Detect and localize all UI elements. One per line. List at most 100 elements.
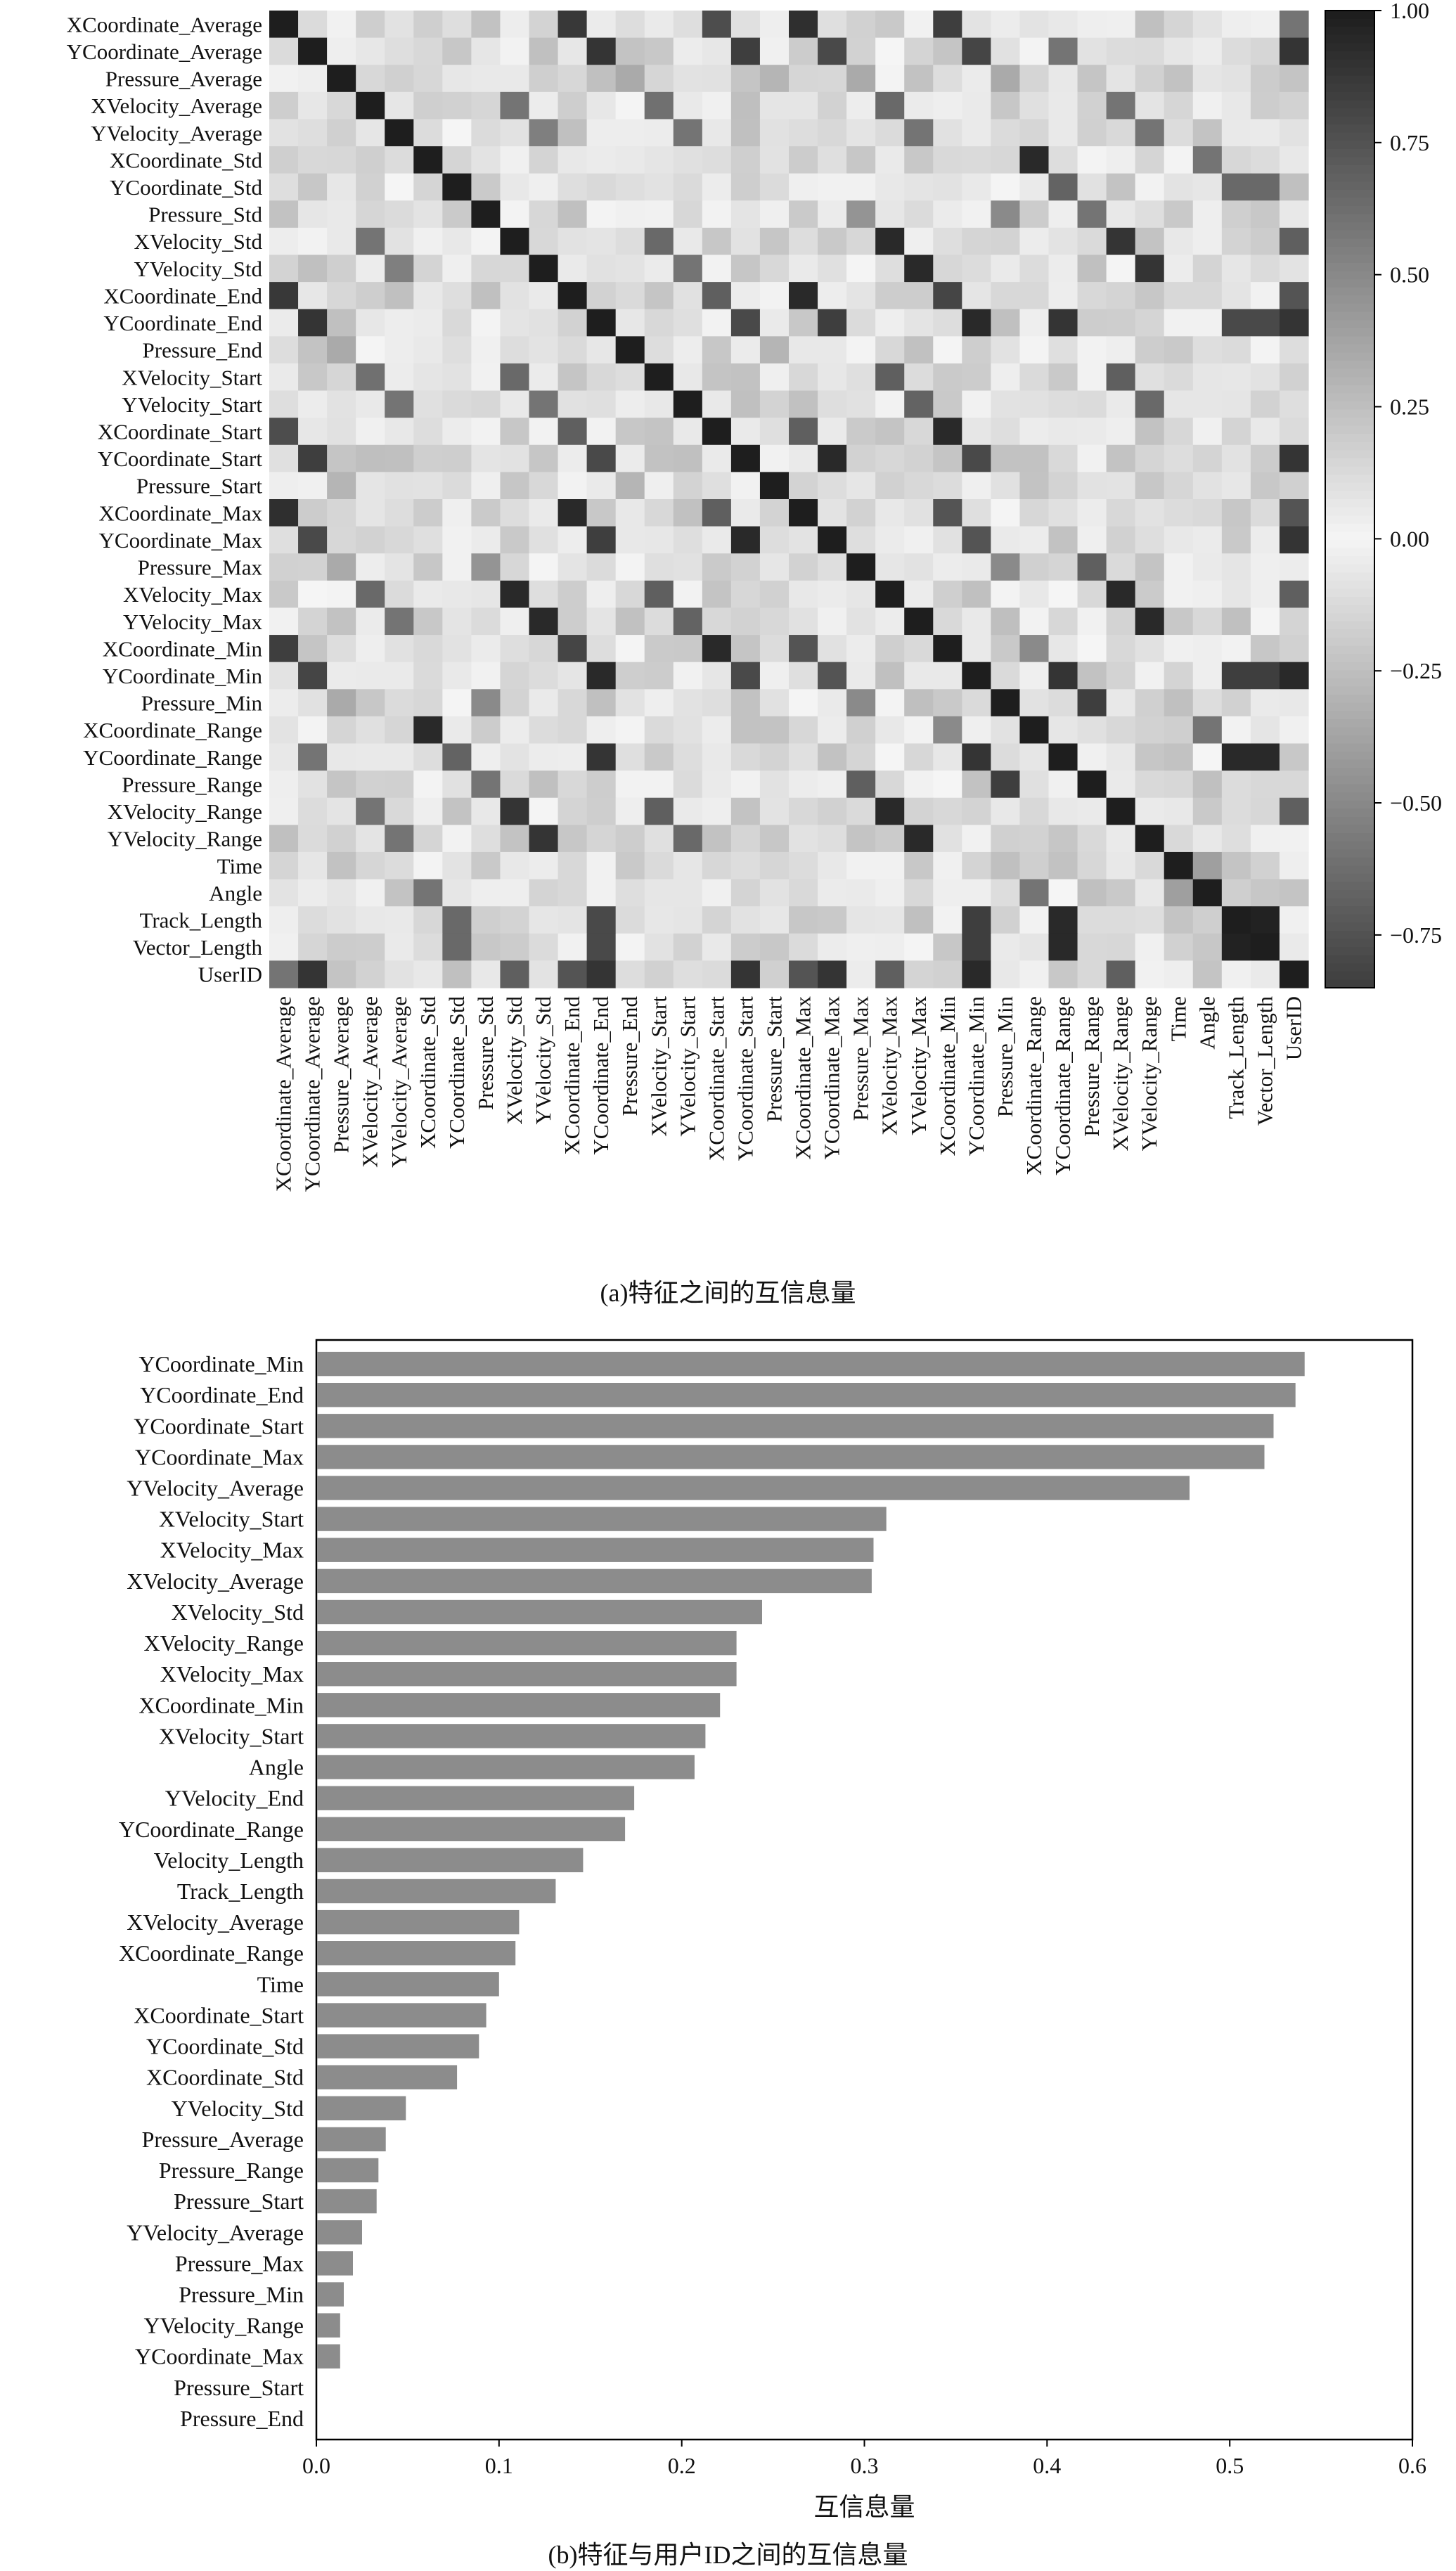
heatmap-ylabel: XVelocity_Std xyxy=(134,229,262,254)
heatmap-ylabel: YCoordinate_Max xyxy=(99,528,263,553)
heatmap-cell xyxy=(644,146,674,174)
heatmap-cell xyxy=(1221,444,1251,472)
heatmap-cell xyxy=(442,743,472,771)
heatmap-cell xyxy=(962,879,991,907)
heatmap-cell xyxy=(904,635,934,663)
heatmap-cell xyxy=(1019,526,1050,554)
heatmap-cell xyxy=(1164,37,1194,65)
bar-category-label: YCoordinate_Max xyxy=(135,1444,304,1469)
heatmap-cell xyxy=(385,526,414,554)
colorbar-segment xyxy=(1325,377,1374,386)
bar xyxy=(317,1817,626,1841)
heatmap-cell xyxy=(471,553,501,581)
x-tick-label: 0.4 xyxy=(1033,2453,1061,2478)
heatmap-cell xyxy=(586,716,617,745)
heatmap-cell xyxy=(1221,716,1251,745)
heatmap-cell xyxy=(789,37,818,65)
heatmap-cell xyxy=(471,91,501,120)
heatmap-cell xyxy=(558,689,588,717)
heatmap-cell xyxy=(789,797,818,825)
heatmap-cell xyxy=(1192,472,1223,500)
heatmap-cell xyxy=(789,119,818,147)
heatmap-cell xyxy=(644,363,674,392)
heatmap-cell xyxy=(471,933,501,961)
heatmap-cell xyxy=(356,444,385,472)
heatmap-cell xyxy=(558,662,588,690)
heatmap-cell xyxy=(673,662,703,690)
heatmap-cell xyxy=(1279,119,1309,147)
heatmap-cell xyxy=(933,336,962,364)
colorbar-segment xyxy=(1325,442,1374,451)
heatmap-cell xyxy=(702,254,732,283)
heatmap-cell xyxy=(1077,37,1107,65)
bar-category-label: YCoordinate_Min xyxy=(138,1351,304,1377)
colorbar-segment xyxy=(1325,148,1374,158)
heatmap-cell xyxy=(442,933,472,961)
heatmap-cell xyxy=(933,200,962,228)
heatmap-cell xyxy=(1221,879,1251,907)
heatmap-cell xyxy=(1135,146,1165,174)
bar-category-label: Track_Length xyxy=(177,1879,304,1904)
heatmap-cell xyxy=(1279,635,1309,663)
bar xyxy=(317,1662,737,1687)
heatmap-cell xyxy=(1192,851,1223,880)
heatmap-cell xyxy=(991,662,1021,690)
heatmap-cell xyxy=(1279,37,1309,65)
bar-category-label: Pressure_Average xyxy=(142,2127,304,2152)
heatmap-cell xyxy=(1279,743,1309,771)
heatmap-cell xyxy=(327,716,356,745)
heatmap-cell xyxy=(1106,119,1136,147)
x-axis-label: 互信息量 xyxy=(813,2493,915,2521)
colorbar-segment xyxy=(1325,588,1374,598)
heatmap-cell xyxy=(702,146,732,174)
heatmap-cell xyxy=(1164,499,1194,527)
heatmap-cell xyxy=(615,363,645,392)
heatmap-xlabel: Vector_Length xyxy=(1252,996,1277,1126)
heatmap-cell xyxy=(1250,635,1280,663)
heatmap-cell xyxy=(269,851,299,880)
colorbar-tick-label: −0.50 xyxy=(1390,790,1442,816)
heatmap-cell xyxy=(558,282,588,310)
heatmap-cell xyxy=(500,879,530,907)
heatmap-cell xyxy=(1077,146,1107,174)
heatmap-cell xyxy=(1019,227,1050,256)
bar xyxy=(317,2003,487,2028)
colorbar-segment xyxy=(1325,401,1374,411)
heatmap-cell xyxy=(673,200,703,228)
heatmap-cell xyxy=(413,825,443,853)
heatmap-cell xyxy=(413,418,443,446)
heatmap-xlabel: Angle xyxy=(1194,996,1219,1050)
heatmap-cell xyxy=(1192,960,1223,988)
heatmap-cell xyxy=(471,662,501,690)
heatmap-cell xyxy=(558,825,588,853)
heatmap-cell xyxy=(1192,797,1223,825)
heatmap-cell xyxy=(962,390,991,418)
heatmap-cell xyxy=(1077,309,1107,337)
heatmap-cell xyxy=(1221,363,1251,392)
colorbar-segment xyxy=(1325,939,1374,948)
heatmap-cell xyxy=(818,607,847,636)
heatmap-cell xyxy=(269,553,299,581)
colorbar-segment xyxy=(1325,873,1374,883)
colorbar-segment xyxy=(1325,564,1374,574)
heatmap-cell xyxy=(644,65,674,93)
bar-category-label: XCoordinate_Range xyxy=(119,1940,304,1966)
heatmap-cell xyxy=(356,499,385,527)
heatmap-cell xyxy=(269,11,299,39)
bar-category-label: XVelocity_Start xyxy=(159,1723,304,1748)
heatmap-cell xyxy=(933,119,962,147)
heatmap-cell xyxy=(413,499,443,527)
heatmap-cell xyxy=(759,65,790,93)
heatmap-cell xyxy=(991,390,1021,418)
heatmap-cell xyxy=(1077,607,1107,636)
heatmap-cell xyxy=(644,662,674,690)
heatmap-cell xyxy=(1250,960,1280,988)
heatmap-cell xyxy=(933,743,962,771)
heatmap-cell xyxy=(1192,227,1223,256)
heatmap-cell xyxy=(327,851,356,880)
heatmap-cell xyxy=(1221,662,1251,690)
heatmap-cell xyxy=(875,363,905,392)
heatmap-cell xyxy=(789,91,818,120)
heatmap-cell xyxy=(933,37,962,65)
heatmap-xlabel: YCoordinate_Start xyxy=(733,996,757,1161)
